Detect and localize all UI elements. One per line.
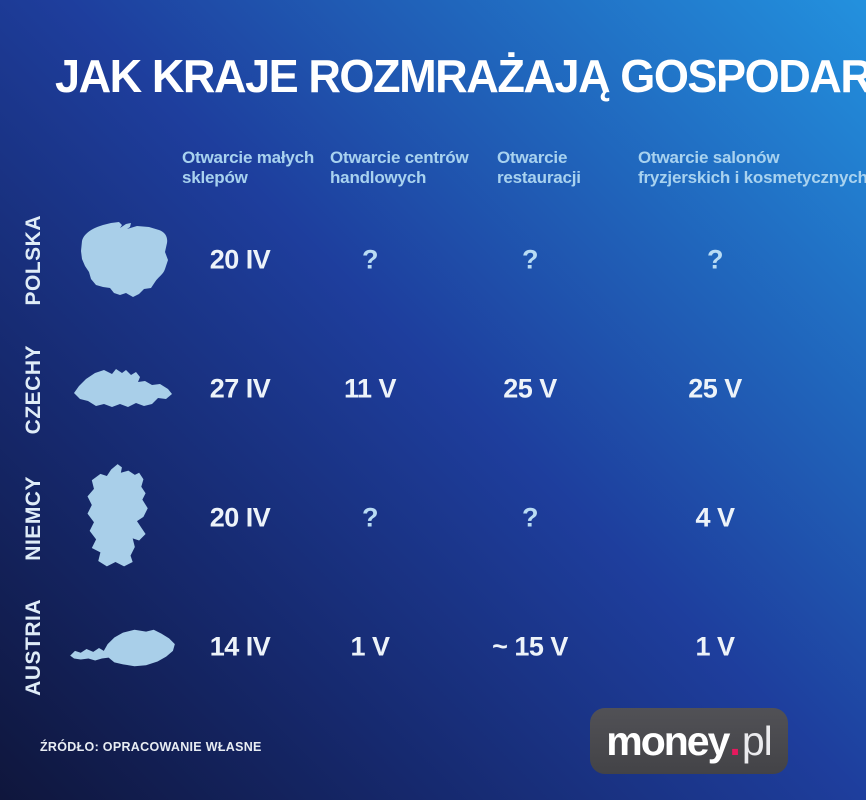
cell-value: 20 IV [209,243,271,274]
table-row-polska: POLSKA 20 IV ? ? ? [0,196,866,325]
cell-value: 1 V [695,630,735,661]
cell-value: ? [522,243,539,274]
cell-value: 11 V [343,372,397,403]
country-label: AUSTRIA [22,599,45,696]
country-label-wrap: POLSKA [14,196,54,325]
column-header-restaurants: Otwarcie restauracji [497,148,581,188]
column-header-small-shops: Otwarcie małych sklepów [182,148,315,188]
cell-value: 27 IV [209,372,271,403]
cell-value: 25 V [503,372,557,403]
map-cell [56,196,190,325]
cell-value: ~ 15 V [492,630,568,661]
czechia-map-icon [74,368,172,407]
table-row-czechy: CZECHY 27 IV 11 V 25 V 25 V [0,325,866,454]
page-title: JAK KRAJE ROZMRAŻAJĄ GOSPODARKI [55,50,866,102]
cell-value: ? [362,243,379,274]
cell-value: 1 V [350,630,390,661]
cell-value: 20 IV [209,501,271,532]
column-header-shopping-centers: Otwarcie centrów handlowych [330,148,469,188]
country-label-wrap: NIEMCY [14,454,54,583]
cell-value: 4 V [695,501,735,532]
column-header-salons: Otwarcie salonów fryzjerskich i kosmetyc… [638,148,866,188]
germany-map-icon [87,463,148,566]
austria-map-icon [70,629,175,666]
country-label: CZECHY [22,344,45,435]
moneypl-logo: money . pl [590,708,788,774]
cell-value: ? [362,501,379,532]
country-label-wrap: CZECHY [14,325,54,454]
map-cell [56,454,190,583]
cell-value: ? [522,501,539,532]
map-cell [56,583,190,712]
country-label: NIEMCY [22,476,45,561]
poland-map-icon [81,221,168,297]
cell-value: 14 IV [209,630,271,661]
source-note: ŹRÓDŁO: OPRACOWANIE WŁASNE [40,740,262,754]
cell-value: ? [707,243,724,274]
table-row-austria: AUSTRIA 14 IV 1 V ~ 15 V 1 V [0,583,866,712]
table-row-niemcy: NIEMCY 20 IV ? ? 4 V [0,454,866,583]
logo-dot: . [729,717,741,764]
cell-value: 25 V [688,372,742,403]
logo-tld-text: pl [741,717,773,764]
country-label-wrap: AUSTRIA [14,583,54,712]
logo-money-text: money [606,717,730,764]
country-label: POLSKA [22,215,45,306]
country-table: POLSKA 20 IV ? ? ? CZECHY 27 IV 11 V [0,196,866,712]
map-cell [56,325,190,454]
